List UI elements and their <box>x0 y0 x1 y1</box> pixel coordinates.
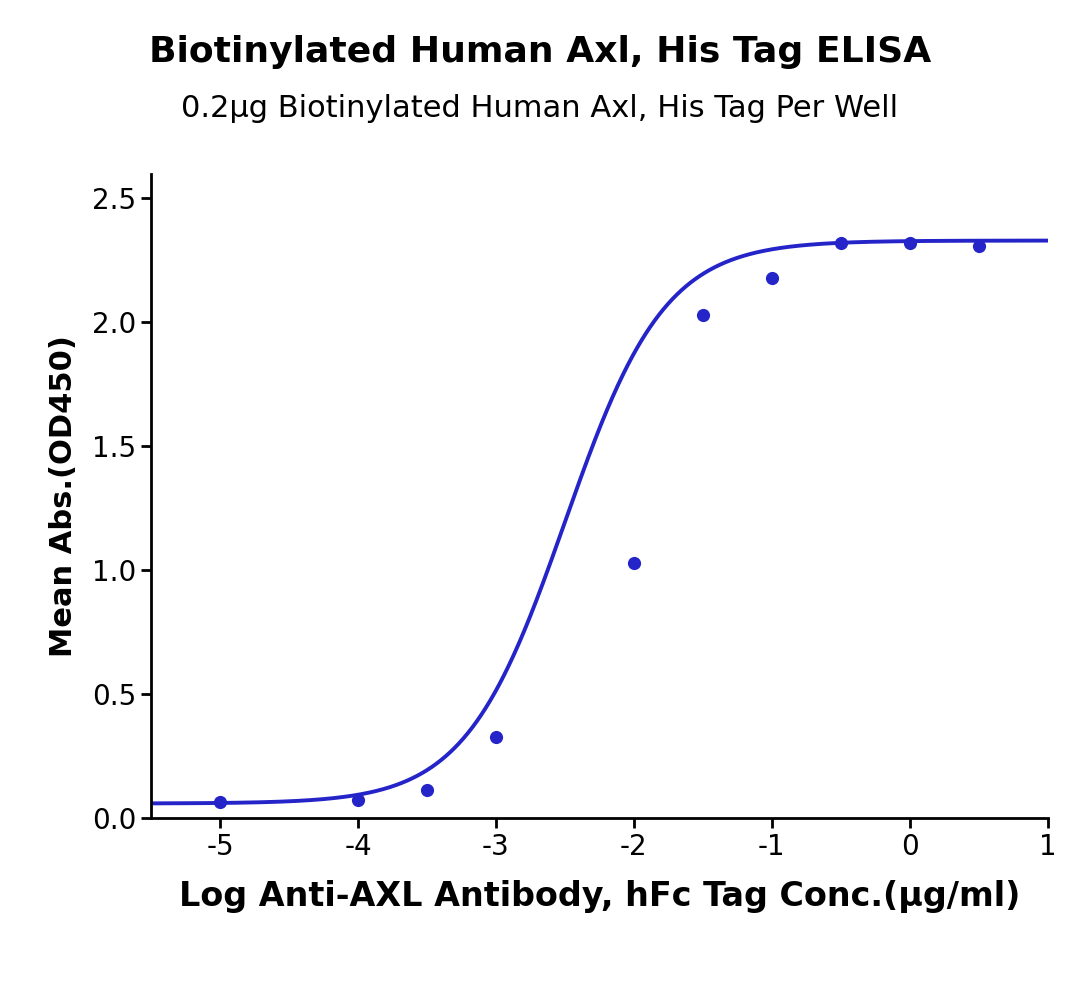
Text: Biotinylated Human Axl, His Tag ELISA: Biotinylated Human Axl, His Tag ELISA <box>149 35 931 68</box>
Point <box>625 556 643 571</box>
Point <box>212 795 229 810</box>
X-axis label: Log Anti-AXL Antibody, hFc Tag Conc.(μg/ml): Log Anti-AXL Antibody, hFc Tag Conc.(μg/… <box>178 881 1021 914</box>
Point <box>832 235 849 251</box>
Point <box>694 308 712 323</box>
Y-axis label: Mean Abs.(OD450): Mean Abs.(OD450) <box>50 335 79 657</box>
Point <box>418 782 435 798</box>
Point <box>487 728 504 744</box>
Point <box>901 235 918 251</box>
Text: 0.2μg Biotinylated Human Axl, His Tag Per Well: 0.2μg Biotinylated Human Axl, His Tag Pe… <box>181 94 899 123</box>
Point <box>350 792 367 807</box>
Point <box>970 238 987 254</box>
Point <box>764 270 781 286</box>
